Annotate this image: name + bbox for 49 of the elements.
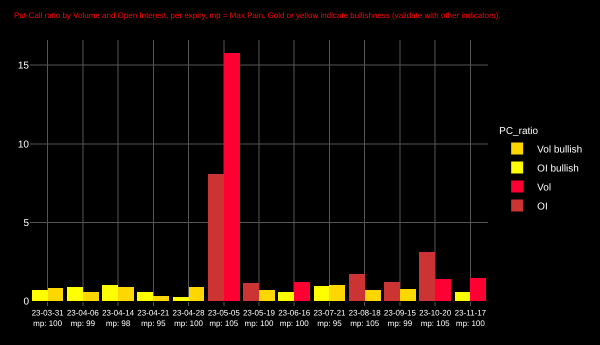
bar: [189, 287, 204, 301]
legend-label: OI: [537, 201, 548, 212]
bar: [384, 282, 400, 301]
x-tick-label: 23-10-20 mp: 105: [419, 308, 452, 328]
bar: [208, 174, 224, 301]
bar: [153, 296, 169, 301]
x-tick-label: 23-04-28 mp: 100: [172, 308, 206, 328]
y-tick-label: 15: [18, 60, 30, 72]
x-tick-label: 23-06-16 mp: 100: [278, 308, 311, 328]
bar: [137, 292, 153, 301]
bar: [400, 289, 416, 301]
x-tick-label: 23-08-18 mp: 105: [348, 308, 382, 328]
bar: [278, 292, 294, 301]
legend-label: OI bullish: [537, 163, 579, 174]
bar: [455, 292, 470, 301]
bar: [329, 285, 345, 301]
bar: [314, 286, 329, 301]
x-tick-label: 23-04-06 mp: 99: [66, 308, 100, 328]
bar: [419, 252, 435, 301]
x-tick-label: 23-09-15 mp: 99: [384, 308, 416, 328]
chart-subtitle: Put-Call ratio by Volume and Open Interest, per expiry, mp = Max Pain. Gold or yellow indicate bullishness (validate with other indicators).: [14, 11, 501, 20]
legend-title: PC_ratio: [499, 126, 539, 137]
bar: [32, 290, 48, 301]
bar: [435, 279, 451, 301]
bar: [470, 278, 486, 301]
bar: [67, 287, 83, 301]
y-tick-label: 10: [18, 139, 30, 150]
bar: [349, 274, 365, 301]
y-tick-label: 0: [23, 296, 30, 308]
bar: [48, 288, 63, 301]
x-tick-label: 23-05-05 mp: 105: [208, 308, 240, 328]
bar: [294, 282, 310, 301]
x-tick-label: 23-04-21 mp: 95: [137, 308, 170, 328]
bar: [224, 53, 240, 301]
bar: [243, 283, 259, 301]
legend-label: Vol: [537, 182, 552, 194]
x-tick-label: 23-04-14 mp: 98: [102, 308, 135, 328]
x-tick-label: 23-11-17 mp: 100: [454, 308, 487, 328]
bar: [118, 287, 134, 301]
y-tick-label: 5: [23, 218, 30, 229]
bar: [365, 290, 381, 301]
x-tick-label: 23-05-19 mp: 100: [242, 308, 276, 328]
legend-label: Vol bullish: [537, 144, 582, 156]
bar: [102, 285, 118, 301]
x-tick-label: 23-03-31 mp: 100: [32, 308, 64, 328]
x-tick-label: 23-07-21 mp: 95: [313, 308, 346, 328]
bar: [83, 292, 99, 301]
bar: [173, 297, 189, 301]
bar: [259, 290, 275, 301]
